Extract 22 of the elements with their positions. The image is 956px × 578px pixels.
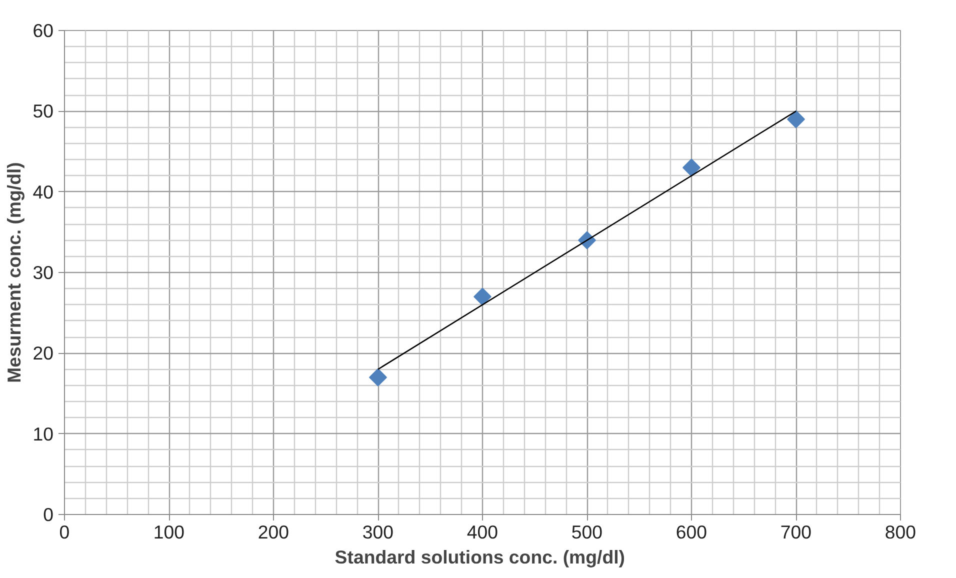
y-tick-label: 30	[32, 262, 54, 283]
x-tick-label: 0	[59, 522, 70, 542]
x-axis-title: Standard solutions conc. (mg/dl)	[334, 546, 626, 568]
point	[474, 288, 492, 306]
y-tick-label: 10	[32, 423, 54, 444]
point	[787, 110, 805, 128]
x-tick-label: 200	[258, 522, 290, 542]
point	[682, 158, 700, 177]
x-tick-label: 600	[676, 522, 708, 542]
y-tick-label: 20	[32, 342, 54, 364]
y-axis-title: Mesurment conc. (mg/dl)	[4, 162, 25, 383]
point	[369, 368, 387, 386]
x-tick-label: 500	[571, 522, 603, 542]
y-tick-label: 0	[43, 504, 54, 525]
x-tick-label: 700	[780, 522, 812, 542]
y-tick-label: 40	[32, 181, 54, 202]
x-tick-label: 300	[362, 522, 394, 542]
y-tick-label: 60	[32, 20, 54, 41]
y-tick-label: 50	[32, 100, 54, 122]
x-tick-label: 100	[153, 522, 185, 542]
x-tick-label: 400	[466, 522, 498, 542]
x-tick-label: 800	[884, 522, 916, 542]
